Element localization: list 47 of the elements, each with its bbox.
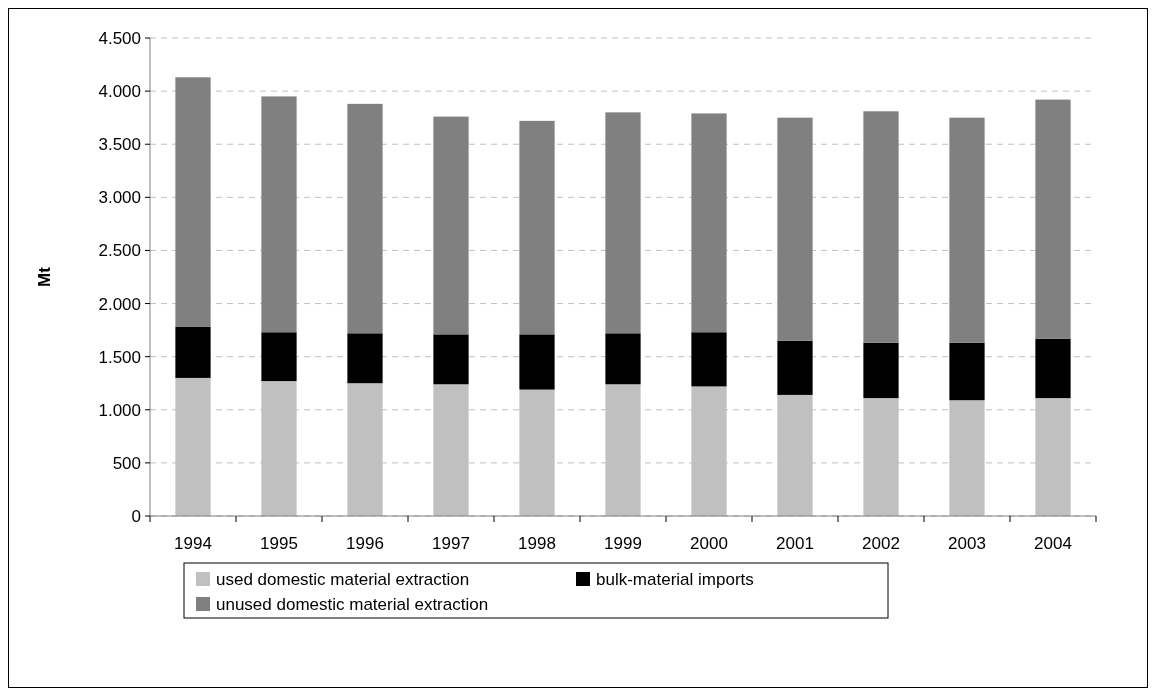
bar	[949, 117, 985, 343]
x-tick-label: 1999	[604, 534, 642, 553]
bar	[863, 111, 899, 343]
bar	[261, 332, 297, 382]
bar	[605, 333, 641, 385]
legend-label: bulk-material imports	[596, 569, 754, 589]
bar	[863, 342, 899, 399]
y-tick-label: 1.000	[98, 400, 141, 420]
bar	[1035, 99, 1071, 339]
x-tick-label: 2000	[690, 534, 728, 553]
bar	[347, 333, 383, 384]
y-tick-label: 2.500	[98, 241, 141, 261]
x-tick-label: 1997	[432, 534, 470, 553]
x-tick-label: 2003	[948, 534, 986, 553]
x-tick-label: 2004	[1034, 534, 1072, 553]
x-tick-label: 2001	[776, 534, 814, 553]
y-axis-title: Mt	[35, 266, 54, 287]
bar	[261, 96, 297, 333]
bar	[1035, 338, 1071, 399]
bar	[691, 332, 727, 387]
y-tick-label: 4.500	[98, 28, 141, 48]
bar	[949, 342, 985, 401]
x-tick-label: 1995	[260, 534, 298, 553]
y-tick-label: 500	[112, 453, 141, 473]
bar	[433, 116, 469, 335]
y-tick-label: 3.000	[98, 188, 141, 208]
y-tick-label: 4.000	[98, 82, 141, 102]
bar	[175, 326, 211, 378]
bar	[175, 77, 211, 327]
bar	[777, 117, 813, 341]
y-tick-label: 0	[131, 506, 141, 526]
y-tick-label: 2.000	[98, 294, 141, 314]
legend-label: unused domestic material extraction	[216, 594, 489, 614]
bar	[777, 340, 813, 395]
x-tick-label: 1994	[174, 534, 212, 553]
bar	[605, 112, 641, 334]
y-tick-label: 3.500	[98, 135, 141, 155]
bar	[519, 334, 555, 390]
bar	[347, 103, 383, 334]
bar	[691, 113, 727, 333]
x-tick-label: 1998	[518, 534, 556, 553]
legend-label: used domestic material extraction	[216, 569, 470, 589]
bar	[519, 120, 555, 335]
y-tick-label: 1.500	[98, 347, 141, 367]
bar	[433, 334, 469, 385]
x-tick-label: 1996	[346, 534, 384, 553]
x-tick-label: 2002	[862, 534, 900, 553]
